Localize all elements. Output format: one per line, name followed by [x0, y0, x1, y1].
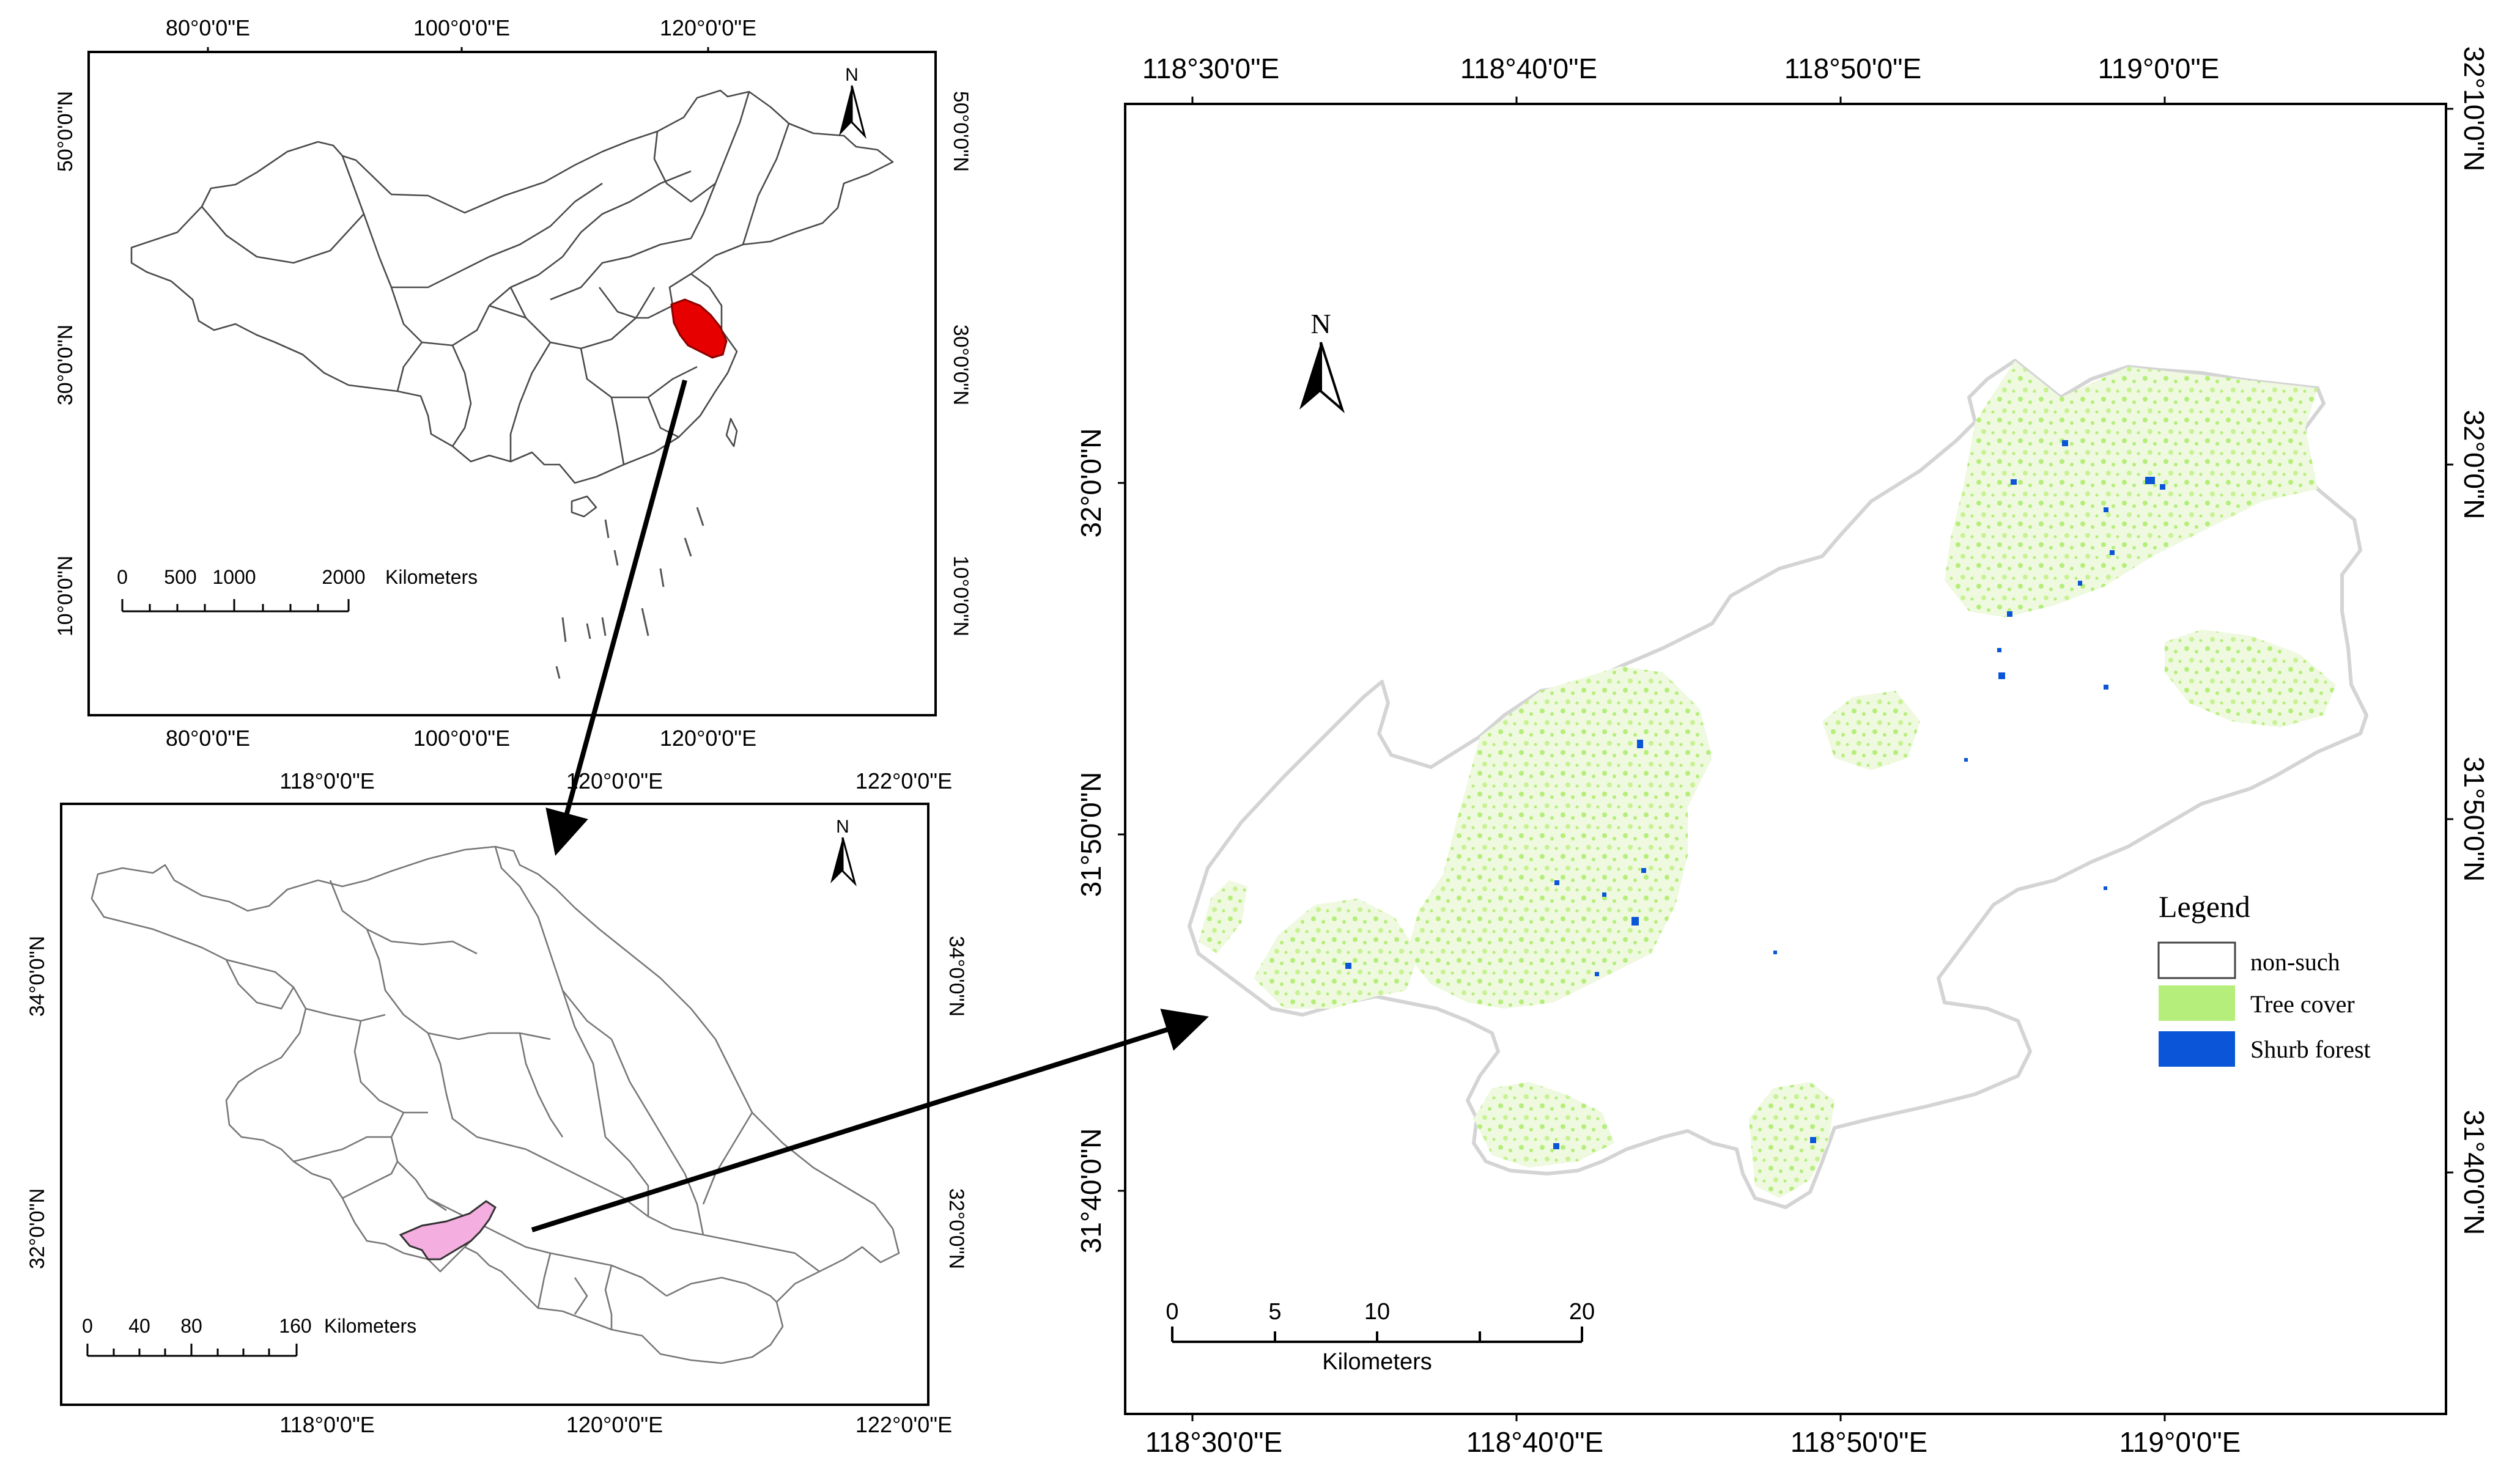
china-islands [555, 418, 738, 679]
china-right-tick-label: 50°0'0"N [949, 91, 972, 172]
study-top-tick-label: 119°0'0"E [2098, 53, 2220, 84]
jiangsu-north-arrow: N [830, 817, 857, 887]
china-bottom-tick-label: 80°0'0"E [166, 726, 250, 751]
jiangsu-outline [91, 845, 900, 1364]
jiangsu-right-axis: 34°0'0"N 32°0'0"N [945, 936, 968, 1269]
study-left-tick-label: 31°40'0"N [1075, 1128, 1107, 1254]
jiangsu-scale-bar: 0 40 80 160 Kilometers [82, 1315, 416, 1357]
study-right-axis: 32°10'0"N 32°0'0"N 31°50'0"N 31°40'0"N [2446, 46, 2490, 1235]
china-top-tick-label: 120°0'0"E [660, 15, 756, 40]
china-right-tick-label: 30°0'0"N [949, 325, 972, 405]
study-bottom-axis: 118°30'0"E 118°40'0"E 118°50'0"E 119°0'0… [1145, 1414, 2241, 1458]
china-left-tick-label: 30°0'0"N [54, 325, 77, 405]
scale-unit: Kilometers [1322, 1349, 1432, 1375]
study-left-tick-label: 32°0'0"N [1075, 428, 1107, 537]
study-left-axis: 32°0'0"N 31°50'0"N 31°40'0"N [1075, 428, 1125, 1253]
jiangsu-bottom-tick-label: 120°0'0"E [566, 1412, 663, 1437]
scale-number: 160 [279, 1315, 311, 1337]
study-top-tick-label: 118°30'0"E [1142, 53, 1279, 84]
scale-number: 10 [1364, 1299, 1390, 1325]
study-right-tick-label: 32°10'0"N [2458, 46, 2490, 172]
china-top-tick-label: 80°0'0"E [166, 15, 250, 40]
jiangsu-right-tick-label: 32°0'0"N [945, 1188, 968, 1269]
china-north-arrow: N [839, 65, 866, 139]
scale-number: 0 [82, 1315, 93, 1337]
jiangsu-right-tick-label: 34°0'0"N [945, 936, 968, 1017]
jiangsu-highlight [670, 298, 728, 359]
scale-number: 1000 [212, 566, 256, 588]
jiangsu-county-lines [225, 846, 820, 1330]
jiangsu-top-axis: 118°0'0"E 120°0'0"E 122°0'0"E [279, 768, 952, 793]
jiangsu-bottom-axis: 118°0'0"E 120°0'0"E 122°0'0"E [279, 1412, 952, 1437]
jiangsu-bottom-tick-label: 122°0'0"E [855, 1412, 952, 1437]
china-bottom-tick-label: 120°0'0"E [660, 726, 756, 751]
china-map-panel: 80°0'0"E 100°0'0"E 120°0'0"E 80°0'0"E 10… [54, 15, 972, 751]
china-left-axis: 50°0'0"N 30°0'0"N 10°0'0"N [54, 91, 77, 636]
scale-number: 20 [1569, 1299, 1595, 1325]
china-outline [130, 89, 894, 484]
study-right-tick-label: 32°0'0"N [2458, 410, 2490, 519]
china-bottom-axis: 80°0'0"E 100°0'0"E 120°0'0"E [166, 726, 756, 751]
study-left-tick-label: 31°50'0"N [1075, 772, 1107, 897]
svg-text:N: N [845, 65, 859, 85]
jiangsu-top-tick-label: 120°0'0"E [566, 768, 663, 793]
legend: Legend non-such Tree cover Shurb forest [2157, 889, 2371, 1067]
scale-number: 5 [1268, 1299, 1281, 1325]
jiangsu-bottom-tick-label: 118°0'0"E [279, 1412, 375, 1437]
study-bottom-tick-label: 119°0'0"E [2119, 1426, 2241, 1458]
svg-text:N: N [1310, 308, 1331, 339]
scale-number: 0 [1166, 1299, 1178, 1325]
scale-number: 500 [164, 566, 196, 588]
study-area-highlight [399, 1200, 497, 1260]
study-top-tick-label: 118°40'0"E [1460, 53, 1597, 84]
study-top-tick-label: 118°50'0"E [1784, 53, 1921, 84]
legend-label-non-such: non-such [2250, 948, 2340, 976]
china-map-frame [87, 51, 937, 716]
study-bottom-tick-label: 118°30'0"E [1145, 1426, 1282, 1458]
study-right-tick-label: 31°40'0"N [2458, 1110, 2490, 1235]
study-bottom-tick-label: 118°50'0"E [1790, 1426, 1927, 1458]
jiangsu-top-tick-label: 122°0'0"E [855, 768, 952, 793]
jiangsu-left-tick-label: 32°0'0"N [26, 1188, 49, 1269]
legend-swatch-non-such [2157, 941, 2236, 979]
shrub-forest-patches [1345, 440, 2165, 1149]
china-right-axis: 50°0'0"N 30°0'0"N 10°0'0"N [949, 91, 972, 636]
scale-unit: Kilometers [385, 566, 478, 588]
china-left-tick-label: 50°0'0"N [54, 91, 77, 172]
study-map-panel: 118°30'0"E 118°40'0"E 118°50'0"E 119°0'0… [1075, 46, 2490, 1458]
legend-label-shrub-forest: Shurb forest [2250, 1036, 2371, 1063]
arrow-jiangsu-to-study-area [531, 1009, 1209, 1232]
study-right-tick-label: 31°50'0"N [2458, 757, 2490, 882]
study-bottom-tick-label: 118°40'0"E [1466, 1426, 1603, 1458]
legend-swatch-tree-cover [2159, 985, 2235, 1021]
china-scale-bar: 0 500 1000 2000 Kilometers [117, 566, 478, 613]
svg-text:N: N [836, 817, 849, 837]
scale-unit: Kilometers [324, 1315, 416, 1337]
jiangsu-left-axis: 34°0'0"N 32°0'0"N [26, 936, 49, 1269]
study-north-arrow: N [1299, 308, 1345, 414]
jiangsu-map-panel: 118°0'0"E 120°0'0"E 122°0'0"E 118°0'0"E … [26, 768, 968, 1437]
scale-number: 0 [117, 566, 128, 588]
legend-label-tree-cover: Tree cover [2250, 990, 2355, 1018]
china-bottom-tick-label: 100°0'0"E [413, 726, 510, 751]
legend-title: Legend [2159, 889, 2250, 924]
connector-arrows [531, 379, 1209, 1232]
scale-number: 80 [180, 1315, 202, 1337]
study-map-frame [1124, 103, 2447, 1415]
legend-swatch-shrub-forest [2159, 1031, 2235, 1067]
scale-number: 40 [128, 1315, 150, 1337]
study-top-axis: 118°30'0"E 118°40'0"E 118°50'0"E 119°0'0… [1142, 53, 2219, 104]
jiangsu-left-tick-label: 34°0'0"N [26, 936, 49, 1017]
china-top-tick-label: 100°0'0"E [413, 15, 510, 40]
china-left-tick-label: 10°0'0"N [54, 556, 77, 636]
china-right-tick-label: 10°0'0"N [949, 556, 972, 636]
china-top-axis: 80°0'0"E 100°0'0"E 120°0'0"E [166, 15, 756, 52]
scale-number: 2000 [322, 566, 365, 588]
study-scale-bar: 0 5 10 20 Kilometers [1166, 1299, 1595, 1375]
jiangsu-top-tick-label: 118°0'0"E [279, 768, 375, 793]
arrow-china-to-jiangsu [545, 379, 687, 856]
china-province-lines [201, 91, 790, 465]
